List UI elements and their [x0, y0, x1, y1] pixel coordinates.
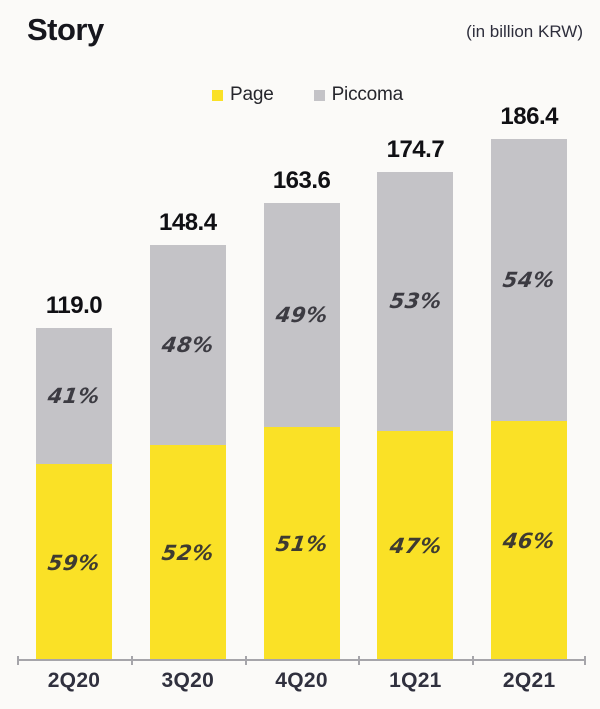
x-axis-tick [244, 656, 247, 665]
page-segment: 46% [491, 420, 568, 661]
bar-total-label: 186.4 [500, 103, 558, 131]
piccoma-share-label: 41% [46, 384, 102, 409]
bar-group-1Q21: 53% 47% [377, 171, 454, 661]
page-segment: 52% [149, 444, 226, 661]
piccoma-segment: 48% [149, 245, 226, 445]
x-axis-label-2Q21: 2Q21 [502, 669, 556, 692]
x-axis-tick [358, 656, 361, 665]
x-axis-tick [584, 656, 586, 665]
x-axis-tick [17, 656, 19, 665]
page-share-label: 52% [160, 540, 216, 565]
legend-label-page: Page [230, 84, 274, 105]
bar-group-2Q21: 54% 46% [491, 139, 568, 661]
piccoma-share-label: 49% [274, 303, 330, 328]
piccoma-swatch-icon [313, 89, 325, 101]
page-share-label: 47% [387, 534, 443, 559]
x-axis-label-1Q21: 1Q21 [389, 669, 442, 692]
piccoma-segment: 49% [263, 202, 340, 428]
piccoma-segment: 41% [36, 327, 112, 465]
legend-item-piccoma: Piccoma [313, 84, 404, 106]
page-segment: 51% [263, 427, 340, 661]
x-axis-tick [472, 656, 475, 665]
x-axis-label-3Q20: 3Q20 [161, 669, 215, 692]
bar-total-label: 163.6 [272, 166, 331, 194]
bar-group-4Q20: 49% 51% [263, 202, 340, 661]
bar-total-label: 174.7 [386, 135, 445, 163]
legend-item-page: Page [212, 84, 274, 106]
unit-note: (in billion KRW) [466, 22, 583, 41]
page-swatch-icon [212, 89, 223, 101]
page-segment: 47% [377, 431, 454, 661]
bar-group-3Q20: 48% 52% [149, 245, 226, 661]
page-share-label: 59% [46, 550, 102, 575]
x-axis-label-2Q20: 2Q20 [47, 669, 101, 692]
x-axis-line [17, 656, 586, 665]
x-axis-label-4Q20: 4Q20 [275, 669, 328, 692]
bar-total-label: 148.4 [159, 209, 217, 237]
legend: Page Piccoma [212, 84, 403, 106]
bar-group-2Q20: 41% 59% [36, 327, 112, 661]
piccoma-segment: 53% [377, 171, 454, 432]
page-segment: 59% [36, 464, 112, 661]
x-axis-tick [130, 656, 133, 665]
legend-label-piccoma: Piccoma [331, 84, 404, 105]
piccoma-segment: 54% [491, 139, 568, 421]
page-title: Story [27, 12, 104, 47]
page-share-label: 51% [274, 532, 330, 557]
piccoma-share-label: 48% [160, 333, 216, 358]
page-share-label: 46% [501, 528, 557, 553]
piccoma-share-label: 53% [387, 289, 443, 314]
piccoma-share-label: 54% [501, 268, 557, 292]
bar-total-label: 119.0 [45, 291, 103, 319]
